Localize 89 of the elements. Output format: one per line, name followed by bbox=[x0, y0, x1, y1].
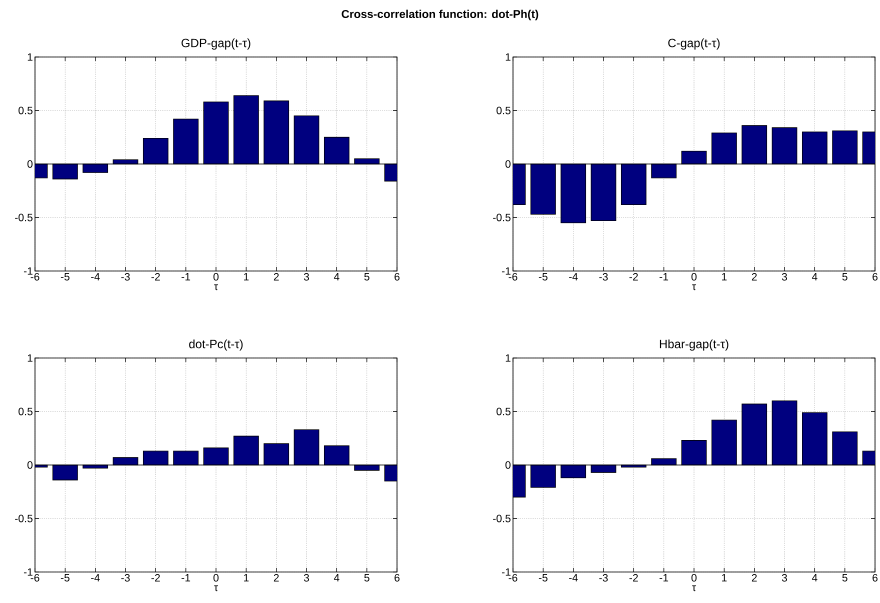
x-tick-label: -5 bbox=[60, 574, 70, 582]
x-tick-label: -2 bbox=[151, 273, 160, 280]
bar bbox=[52, 464, 78, 480]
x-axis-title: τ bbox=[214, 585, 218, 592]
x-tick-label: 1 bbox=[722, 574, 727, 582]
x-tick-label: 1 bbox=[244, 273, 249, 280]
y-tick-label: 0.5 bbox=[18, 106, 33, 114]
x-tick-label: 3 bbox=[304, 273, 310, 281]
x-tick-label: 6 bbox=[872, 273, 878, 281]
y-tick-label: 0.5 bbox=[496, 408, 511, 416]
x-tick-label: -1 bbox=[182, 273, 190, 280]
x-tick-label: -4 bbox=[569, 273, 578, 280]
x-tick-label: -6 bbox=[508, 574, 518, 582]
x-tick-label: 3 bbox=[782, 574, 788, 582]
x-tick-label: -3 bbox=[121, 574, 130, 582]
x-tick-label: 2 bbox=[274, 574, 279, 582]
y-tick-label: 1 bbox=[28, 354, 32, 362]
x-tick-label: 3 bbox=[782, 273, 788, 281]
x-tick-label: -3 bbox=[599, 574, 608, 582]
x-tick-label: 4 bbox=[812, 574, 818, 582]
y-tick-label: 0 bbox=[27, 160, 33, 168]
y-tick-label: -0.5 bbox=[15, 514, 33, 522]
x-tick-label: -1 bbox=[182, 574, 190, 582]
x-tick-label: 6 bbox=[394, 574, 400, 582]
chart-title: Hbar-gap(t-τ) bbox=[660, 339, 728, 351]
x-tick-label: -2 bbox=[629, 273, 638, 280]
x-tick-label: 5 bbox=[364, 574, 370, 582]
x-tick-label: 5 bbox=[842, 273, 848, 280]
x-tick-label: 0 bbox=[691, 574, 697, 582]
bar bbox=[203, 448, 229, 466]
x-tick-label: 4 bbox=[334, 574, 340, 582]
x-tick-label: -5 bbox=[60, 273, 70, 280]
x-tick-label: 2 bbox=[752, 574, 757, 582]
x-tick-label: 6 bbox=[872, 574, 878, 582]
y-tick-label: -0.5 bbox=[15, 214, 33, 222]
x-tick-label: -5 bbox=[538, 273, 548, 280]
y-tick-label: -1 bbox=[24, 267, 32, 275]
y-tick-label: -1 bbox=[502, 568, 510, 576]
bar bbox=[294, 429, 320, 466]
bar bbox=[324, 445, 350, 466]
y-tick-label: 0 bbox=[505, 461, 511, 469]
x-tick-label: -4 bbox=[569, 574, 578, 582]
x-tick-label: 6 bbox=[394, 273, 400, 281]
x-tick-label: 1 bbox=[244, 574, 249, 582]
x-tick-label: 4 bbox=[812, 273, 818, 280]
y-tick-label: 0 bbox=[505, 160, 511, 168]
x-axis-title: τ bbox=[692, 585, 696, 592]
x-tick-label: -3 bbox=[121, 273, 130, 281]
x-tick-label: 4 bbox=[334, 273, 340, 280]
x-tick-label: 2 bbox=[752, 273, 757, 280]
x-tick-label: -4 bbox=[91, 574, 100, 582]
text: Cross-correlation function: dot-Ph(t) bbox=[342, 10, 538, 20]
x-tick-label: 5 bbox=[364, 273, 370, 280]
chart-title: C-gap(t-τ) bbox=[668, 38, 720, 50]
x-tick-label: -6 bbox=[30, 574, 40, 582]
y-tick-label: -1 bbox=[24, 568, 32, 576]
y-tick-label: 1 bbox=[506, 53, 510, 61]
x-tick-label: -1 bbox=[660, 574, 668, 582]
y-tick-label: 0 bbox=[27, 461, 33, 469]
y-tick-label: 1 bbox=[506, 354, 510, 362]
bar bbox=[173, 450, 199, 466]
y-tick-label: 0.5 bbox=[18, 408, 33, 416]
bar bbox=[233, 436, 259, 466]
x-tick-label: -2 bbox=[629, 574, 638, 582]
bar bbox=[142, 450, 168, 466]
x-axis-title: τ bbox=[692, 284, 696, 290]
x-tick-label: 3 bbox=[304, 574, 310, 582]
bar bbox=[264, 443, 290, 466]
chart-title: GDP-gap(t-τ) bbox=[182, 38, 250, 50]
x-tick-label: -4 bbox=[91, 273, 100, 280]
x-tick-label: 2 bbox=[274, 273, 279, 280]
y-tick-label: -0.5 bbox=[493, 514, 511, 522]
x-tick-label: -1 bbox=[660, 273, 668, 280]
x-tick-label: -2 bbox=[151, 574, 160, 582]
x-tick-label: -3 bbox=[599, 273, 608, 281]
x-tick-label: 0 bbox=[213, 273, 219, 281]
y-tick-label: -0.5 bbox=[493, 214, 511, 222]
x-tick-label: 1 bbox=[722, 273, 727, 280]
x-tick-label: 0 bbox=[213, 574, 219, 582]
x-tick-label: 0 bbox=[691, 273, 697, 281]
x-tick-label: -6 bbox=[30, 273, 40, 281]
y-tick-label: -1 bbox=[502, 267, 510, 275]
x-tick-label: -5 bbox=[538, 574, 548, 582]
x-tick-label: 5 bbox=[842, 574, 848, 582]
y-tick-label: 0.5 bbox=[496, 106, 511, 114]
x-axis-title: τ bbox=[214, 284, 218, 290]
y-tick-label: 1 bbox=[28, 53, 32, 61]
x-tick-label: -6 bbox=[508, 273, 518, 281]
chart-title: dot-Pc(t-τ) bbox=[189, 339, 243, 351]
